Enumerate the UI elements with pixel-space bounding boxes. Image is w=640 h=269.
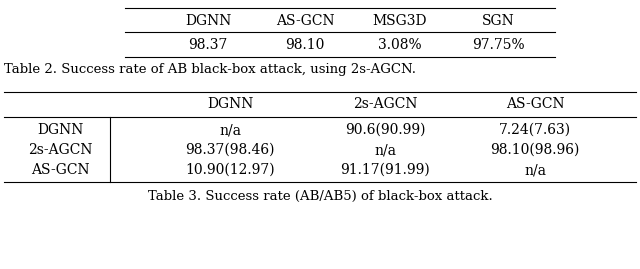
Text: AS-GCN: AS-GCN bbox=[276, 14, 334, 28]
Text: n/a: n/a bbox=[374, 143, 396, 157]
Text: DGNN: DGNN bbox=[37, 123, 83, 137]
Text: DGNN: DGNN bbox=[185, 14, 231, 28]
Text: 98.10: 98.10 bbox=[285, 38, 324, 52]
Text: 10.90(12.97): 10.90(12.97) bbox=[185, 163, 275, 177]
Text: 90.6(90.99): 90.6(90.99) bbox=[345, 123, 425, 137]
Text: SGN: SGN bbox=[482, 14, 515, 28]
Text: n/a: n/a bbox=[524, 163, 546, 177]
Text: 98.37: 98.37 bbox=[188, 38, 228, 52]
Text: AS-GCN: AS-GCN bbox=[31, 163, 90, 177]
Text: 97.75%: 97.75% bbox=[472, 38, 524, 52]
Text: 2s-AGCN: 2s-AGCN bbox=[28, 143, 92, 157]
Text: 91.17(91.99): 91.17(91.99) bbox=[340, 163, 430, 177]
Text: DGNN: DGNN bbox=[207, 97, 253, 111]
Text: 3.08%: 3.08% bbox=[378, 38, 422, 52]
Text: 98.37(98.46): 98.37(98.46) bbox=[185, 143, 275, 157]
Text: Table 3. Success rate (AB/AB5) of black-box attack.: Table 3. Success rate (AB/AB5) of black-… bbox=[148, 189, 492, 203]
Text: 7.24(7.63): 7.24(7.63) bbox=[499, 123, 571, 137]
Text: 2s-AGCN: 2s-AGCN bbox=[353, 97, 417, 111]
Text: Table 2. Success rate of AB black-box attack, using 2s-AGCN.: Table 2. Success rate of AB black-box at… bbox=[4, 63, 416, 76]
Text: 98.10(98.96): 98.10(98.96) bbox=[490, 143, 580, 157]
Text: AS-GCN: AS-GCN bbox=[506, 97, 564, 111]
Text: MSG3D: MSG3D bbox=[372, 14, 428, 28]
Text: n/a: n/a bbox=[219, 123, 241, 137]
